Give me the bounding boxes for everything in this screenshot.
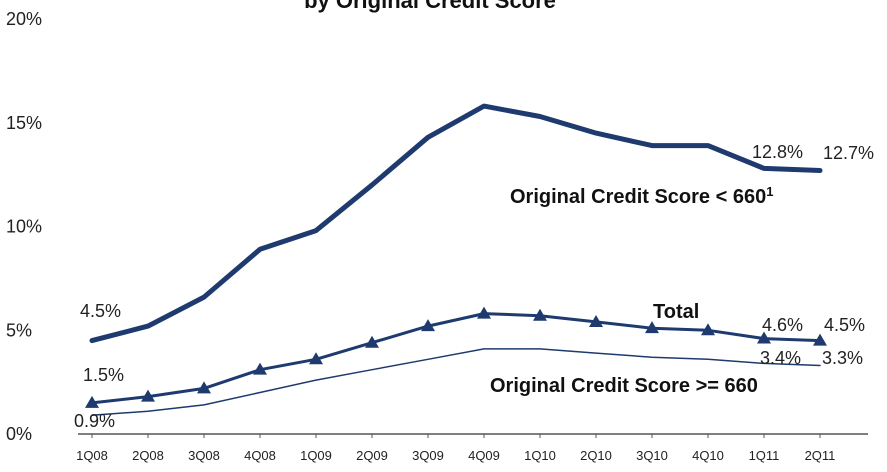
x-tick-label: 2Q09: [356, 448, 388, 463]
series-label-above-660: Original Credit Score >= 660: [490, 375, 758, 397]
series-label-below-660: Original Credit Score < 6601: [510, 184, 773, 208]
x-tick-label: 3Q09: [412, 448, 444, 463]
x-tick-label: 4Q09: [468, 448, 500, 463]
data-point-marker: [253, 362, 267, 375]
y-axis-ticks: 0% 5% 10% 15% 20%: [6, 9, 42, 444]
data-point-marker: [645, 321, 659, 334]
x-tick-label: 4Q10: [692, 448, 724, 463]
data-point-marker: [701, 323, 715, 336]
data-point-marker: [477, 306, 491, 319]
series-line-below-660: [89, 103, 823, 344]
data-point-marker: [589, 314, 603, 327]
x-tick-label: 2Q08: [132, 448, 164, 463]
data-label: 1.5%: [83, 365, 124, 385]
x-tick-label: 3Q10: [636, 448, 668, 463]
x-axis-ticks: 1Q08 2Q08 3Q08 4Q08 1Q09 2Q09 3Q09 4Q09 1Q10 2Q10…: [76, 434, 835, 463]
x-tick-label: 1Q08: [76, 448, 108, 463]
series-label-total: Total: [653, 301, 699, 323]
data-label: 12.8%: [752, 142, 803, 162]
data-label: 4.5%: [824, 315, 865, 335]
x-tick-label: 1Q10: [524, 448, 556, 463]
data-point-marker: [757, 331, 771, 344]
y-tick-label: 5%: [6, 320, 32, 340]
data-label: 3.3%: [822, 348, 863, 368]
y-tick-label: 15%: [6, 113, 42, 133]
data-label: 3.4%: [760, 348, 801, 368]
data-point-marker: [421, 319, 435, 332]
x-tick-label: 3Q08: [188, 448, 220, 463]
data-point-marker: [197, 381, 211, 394]
x-tick-label: 1Q09: [300, 448, 332, 463]
x-tick-label: 2Q11: [805, 448, 836, 463]
data-label: 0.9%: [74, 411, 115, 431]
data-point-marker: [813, 333, 827, 346]
data-label: 4.5%: [80, 301, 121, 321]
y-tick-label: 10%: [6, 217, 42, 237]
data-label: 4.6%: [762, 315, 803, 335]
x-tick-label: 4Q08: [244, 448, 276, 463]
y-tick-label: 20%: [6, 9, 42, 29]
data-point-marker: [533, 308, 547, 321]
x-tick-label: 2Q10: [580, 448, 612, 463]
chart-title: by Original Credit Score: [304, 0, 556, 13]
series-labels: Original Credit Score < 6601 Total Origina…: [490, 184, 773, 397]
data-point-marker: [141, 389, 155, 402]
series-lines: [89, 103, 823, 417]
data-label: 12.7%: [823, 143, 874, 163]
series-line-total: [90, 312, 822, 405]
series-line-above-660: [91, 348, 821, 417]
data-point-marker: [365, 335, 379, 348]
data-point-marker: [85, 395, 99, 408]
data-point-marker: [309, 352, 323, 365]
x-tick-label: 1Q11: [749, 448, 780, 463]
series-markers: [85, 306, 827, 408]
y-tick-label: 0%: [6, 424, 32, 444]
data-labels: 4.5% 12.8% 12.7% 1.5% 4.6% 4.5% 0.9% 3.4% 3.3%: [74, 142, 874, 431]
